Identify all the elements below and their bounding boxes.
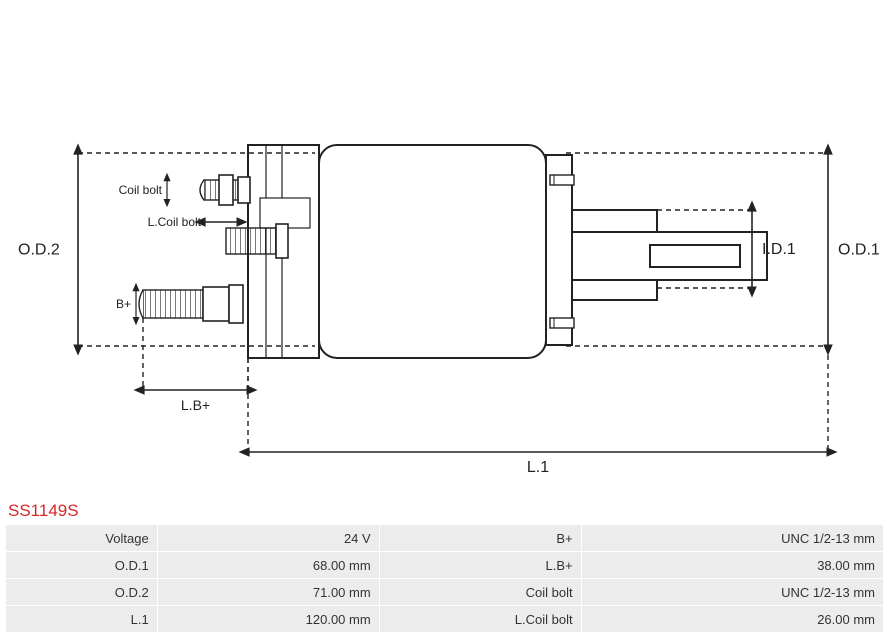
svg-text:O.D.2: O.D.2 [18,242,60,259]
spec-key: Coil bolt [380,579,581,605]
svg-text:I.D.1: I.D.1 [762,241,796,258]
spec-key: L.Coil bolt [380,606,581,632]
svg-text:L.B+: L.B+ [181,397,210,413]
spec-key: Voltage [6,525,157,551]
spec-value: UNC 1/2-13 mm [582,579,883,605]
svg-text:O.D.1: O.D.1 [838,242,880,259]
spec-value: 38.00 mm [582,552,883,578]
svg-text:Coil bolt: Coil bolt [119,183,163,197]
spec-value: UNC 1/2-13 mm [582,525,883,551]
svg-text:L.Coil bolt: L.Coil bolt [148,215,202,229]
svg-text:L.1: L.1 [527,459,549,476]
spec-key: O.D.1 [6,552,157,578]
table-row: O.D.271.00 mmCoil boltUNC 1/2-13 mm [6,579,883,605]
diagram-svg: O.D.2 O.D.1 I.D.1 L.1 L.B+ L.Coil bolt Coil bo… [10,20,880,490]
table-row: Voltage24 VB+UNC 1/2-13 mm [6,525,883,551]
diagram-area: O.D.2 O.D.1 I.D.1 L.1 L.B+ L.Coil bolt Coil bo… [10,20,880,490]
spec-table: Voltage24 VB+UNC 1/2-13 mmO.D.168.00 mmL… [5,524,884,633]
spec-value: 120.00 mm [158,606,379,632]
spec-key: L.B+ [380,552,581,578]
spec-key: L.1 [6,606,157,632]
spec-value: 71.00 mm [158,579,379,605]
spec-value: 24 V [158,525,379,551]
spec-value: 68.00 mm [158,552,379,578]
svg-text:B+: B+ [116,297,131,311]
table-row: O.D.168.00 mmL.B+38.00 mm [6,552,883,578]
part-number: SS1149S [8,501,79,521]
spec-key: O.D.2 [6,579,157,605]
table-row: L.1120.00 mmL.Coil bolt26.00 mm [6,606,883,632]
spec-value: 26.00 mm [582,606,883,632]
spec-key: B+ [380,525,581,551]
